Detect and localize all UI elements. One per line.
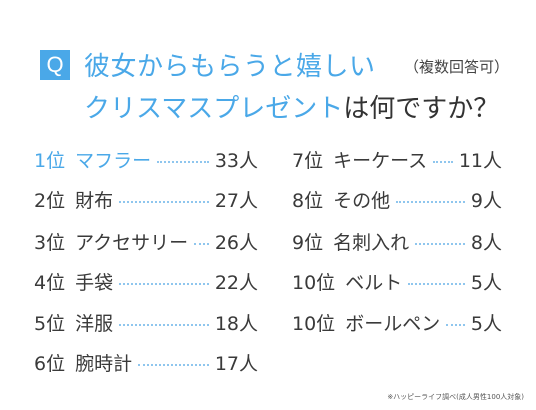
item-name: ベルト (345, 271, 403, 294)
title-suffix: は何ですか？ (343, 94, 500, 124)
title-highlight: クリスマスプレゼント (84, 94, 344, 124)
rank-label: 6位 (34, 352, 66, 375)
dotted-leader (446, 324, 465, 326)
item-name: 名刺入れ (333, 231, 410, 254)
item-count: 26人 (214, 231, 258, 254)
ranking-row: 7位 キーケース 11人 (292, 146, 502, 172)
item-name: 財布 (75, 189, 114, 212)
rank-label: 10位 (292, 312, 336, 335)
dotted-leader (415, 243, 465, 245)
dotted-leader (433, 161, 453, 163)
dotted-leader (408, 283, 465, 285)
dotted-leader (396, 201, 465, 203)
rank-label: 10位 (292, 271, 336, 294)
rank-label: 2位 (34, 189, 66, 212)
dotted-leader (119, 201, 209, 203)
dotted-leader (157, 161, 209, 163)
ranking-row: 6位 腕時計 17人 (34, 349, 258, 375)
item-count: 33人 (214, 149, 258, 172)
rank-label: 8位 (292, 189, 324, 212)
title-line-2: クリスマスプレゼントは何ですか？ (84, 88, 499, 125)
ranking-row: 10位 ベルト 5人 (292, 268, 502, 294)
item-count: 27人 (214, 189, 258, 212)
item-name: 手袋 (75, 271, 114, 294)
ranking-row: 4位 手袋 22人 (34, 268, 258, 294)
rank-label: 3位 (34, 231, 66, 254)
item-count: 11人 (458, 149, 502, 172)
source-footnote: ※ハッピーライフ調べ(成人男性100人対象) (387, 393, 524, 401)
rank-label: 9位 (292, 231, 324, 254)
item-count: 9人 (470, 189, 502, 212)
ranking-row: 9位 名刺入れ 8人 (292, 228, 502, 254)
item-name: マフラー (75, 149, 152, 172)
ranking-row: 1位 マフラー 33人 (34, 146, 258, 172)
dotted-leader (138, 364, 209, 366)
item-name: 洋服 (75, 312, 114, 335)
item-count: 22人 (214, 271, 258, 294)
dotted-leader (119, 324, 209, 326)
dotted-leader (119, 283, 209, 285)
item-count: 18人 (214, 312, 258, 335)
ranking-row: 3位 アクセサリー 26人 (34, 228, 258, 254)
title-line-1: 彼女からもらうと嬉しい (84, 52, 376, 82)
ranking-row: 8位 その他 9人 (292, 186, 502, 212)
rank-label: 1位 (34, 149, 66, 172)
ranking-row: 5位 洋服 18人 (34, 309, 258, 335)
item-name: 腕時計 (75, 352, 133, 375)
ranking-row: 10位 ボールペン 5人 (292, 309, 502, 335)
ranking-row: 2位 財布 27人 (34, 186, 258, 212)
dotted-leader (194, 243, 209, 245)
item-name: アクセサリー (75, 231, 189, 254)
question-badge: Q (40, 50, 70, 80)
item-count: 8人 (470, 231, 502, 254)
rank-label: 5位 (34, 312, 66, 335)
item-count: 5人 (470, 271, 502, 294)
item-name: ボールペン (345, 312, 441, 335)
item-name: キーケース (333, 149, 428, 172)
rank-label: 7位 (292, 149, 324, 172)
item-count: 17人 (214, 352, 258, 375)
rank-label: 4位 (34, 271, 66, 294)
item-count: 5人 (470, 312, 502, 335)
multiple-answer-note: （複数回答可） (404, 58, 510, 76)
item-name: その他 (333, 189, 391, 212)
